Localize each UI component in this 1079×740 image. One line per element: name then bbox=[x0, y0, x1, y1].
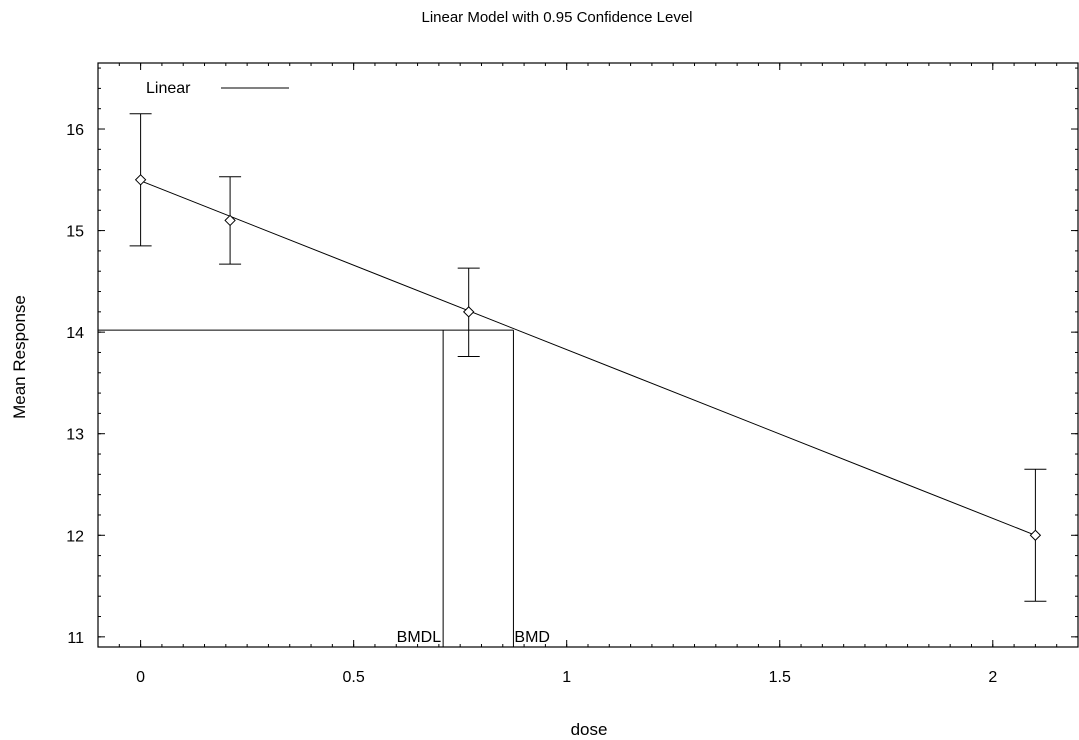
fit-line bbox=[140, 180, 1036, 536]
axis-ticks: 0 0.5 1 1.5 2 11 12 13 14 15 16 bbox=[66, 63, 1079, 686]
plot-frame bbox=[97, 62, 1079, 648]
x-tick-label: 0.5 bbox=[343, 669, 365, 686]
y-tick-label: 16 bbox=[66, 122, 84, 139]
y-tick-label: 14 bbox=[66, 325, 84, 342]
data-point bbox=[1029, 529, 1042, 541]
y-tick-label: 12 bbox=[66, 528, 84, 545]
legend-label: Linear bbox=[146, 80, 191, 97]
x-tick-label: 1.5 bbox=[769, 669, 791, 686]
bmdl-label: BMDL bbox=[397, 629, 442, 646]
bmd-lines bbox=[98, 329, 514, 647]
data-points bbox=[134, 174, 1042, 541]
data-point bbox=[224, 214, 236, 227]
data-point bbox=[462, 306, 475, 318]
legend: Linear bbox=[146, 80, 289, 97]
y-tick-label: 15 bbox=[66, 224, 84, 241]
x-tick-label: 0 bbox=[136, 669, 145, 686]
y-axis-label: Mean Response bbox=[10, 295, 29, 419]
y-tick-label: 13 bbox=[66, 427, 84, 444]
x-tick-label: 2 bbox=[988, 669, 997, 686]
data-point bbox=[134, 174, 147, 186]
x-axis-label: dose bbox=[571, 720, 608, 739]
y-tick-label: 11 bbox=[67, 630, 84, 647]
x-tick-label: 1 bbox=[562, 669, 571, 686]
bmd-label: BMD bbox=[514, 629, 550, 646]
fit-line-group bbox=[140, 180, 1036, 536]
chart-title: Linear Model with 0.95 Confidence Level bbox=[421, 9, 692, 26]
